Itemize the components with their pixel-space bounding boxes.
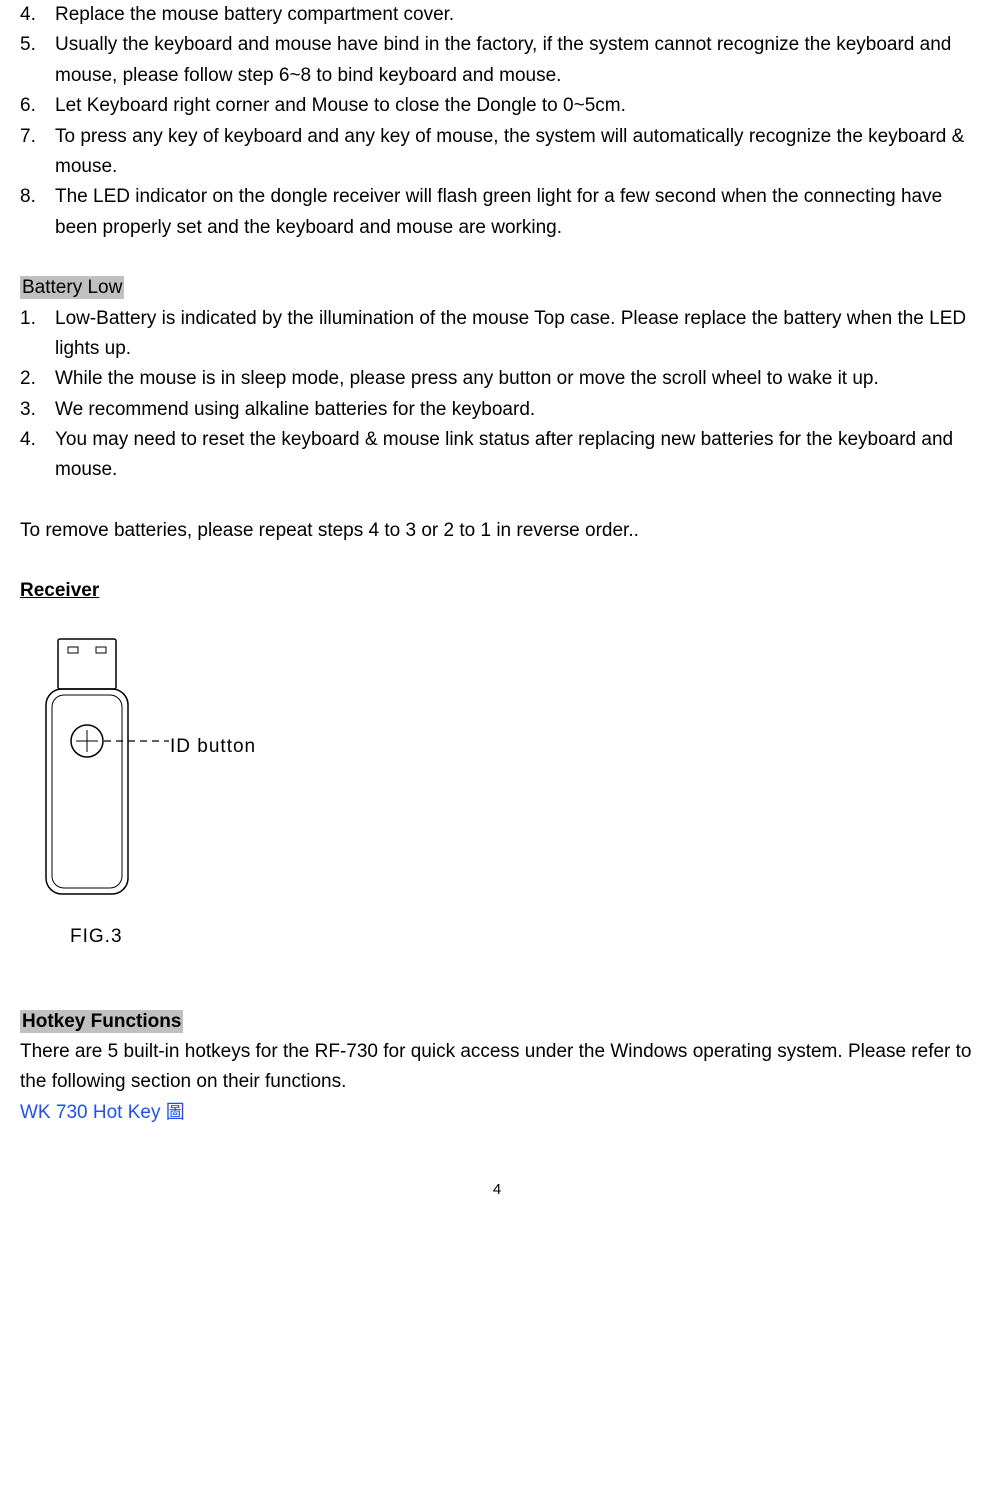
heading-text: Hotkey Functions [20,1010,183,1033]
section-heading-receiver: Receiver [20,576,974,606]
list-item: 4. You may need to reset the keyboard & … [20,425,974,486]
list-content: You may need to reset the keyboard & mou… [55,425,974,486]
usb-dongle-icon [44,637,304,902]
id-button-label: ID button [170,732,256,762]
list-content: Low-Battery is indicated by the illumina… [55,304,974,365]
list-item: 5. Usually the keyboard and mouse have b… [20,30,974,91]
list-number: 4. [20,0,55,30]
page-number: 4 [20,1178,974,1202]
section-heading-hotkey: Hotkey Functions [20,1007,974,1037]
paragraph-hotkey-desc: There are 5 built-in hotkeys for the RF-… [20,1037,974,1098]
list-item: 4. Replace the mouse battery compartment… [20,0,974,30]
list-number: 4. [20,425,55,486]
list-item: 1. Low-Battery is indicated by the illum… [20,304,974,365]
list-content: We recommend using alkaline batteries fo… [55,395,974,425]
list-item: 2. While the mouse is in sleep mode, ple… [20,364,974,394]
paragraph-remove-batteries: To remove batteries, please repeat steps… [20,516,974,546]
heading-text: Receiver [20,580,99,601]
section-heading-battery-low: Battery Low [20,273,974,303]
list-number: 2. [20,364,55,394]
list-item: 8. The LED indicator on the dongle recei… [20,182,974,243]
list-item: 6. Let Keyboard right corner and Mouse t… [20,91,974,121]
list-content: The LED indicator on the dongle receiver… [55,182,974,243]
list-number: 6. [20,91,55,121]
list-number: 1. [20,304,55,365]
list-number: 5. [20,30,55,91]
list-content: Usually the keyboard and mouse have bind… [55,30,974,91]
figure-label: FIG.3 [70,922,123,952]
wk730-hotkey-text: WK 730 Hot Key 圖 [20,1098,974,1128]
list-item: 3. We recommend using alkaline batteries… [20,395,974,425]
heading-text: Battery Low [20,276,124,299]
list-content: Replace the mouse battery compartment co… [55,0,974,30]
receiver-figure: ID button FIG.3 [40,637,300,957]
list-item: 7. To press any key of keyboard and any … [20,122,974,183]
list-number: 3. [20,395,55,425]
list-content: While the mouse is in sleep mode, please… [55,364,974,394]
list-content: Let Keyboard right corner and Mouse to c… [55,91,974,121]
list-number: 7. [20,122,55,183]
list-number: 8. [20,182,55,243]
list-content: To press any key of keyboard and any key… [55,122,974,183]
